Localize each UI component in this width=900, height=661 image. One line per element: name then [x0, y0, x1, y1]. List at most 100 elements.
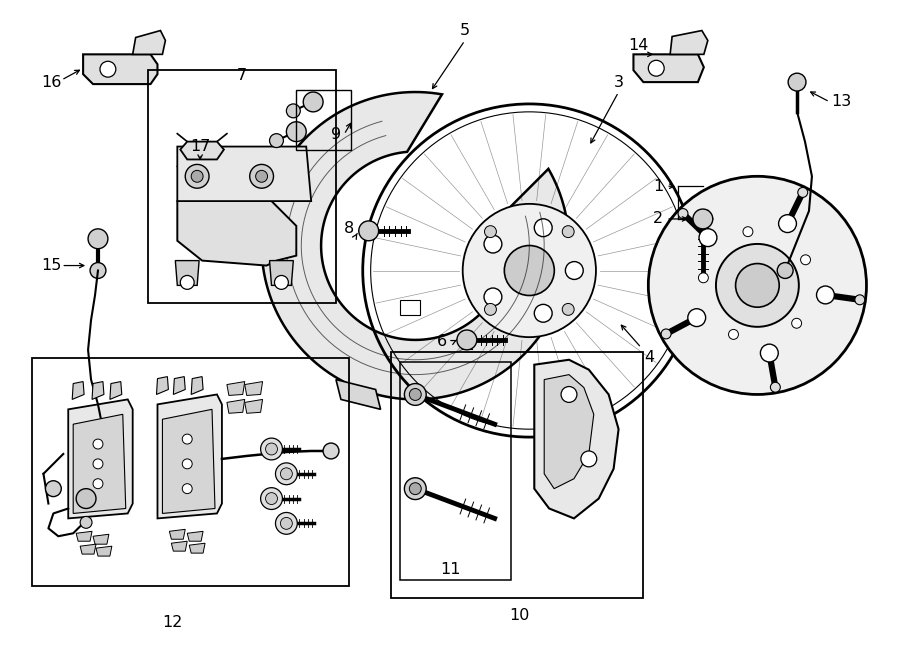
Circle shape	[183, 459, 193, 469]
Circle shape	[792, 319, 802, 329]
Circle shape	[801, 255, 811, 265]
Circle shape	[185, 165, 209, 188]
Circle shape	[735, 264, 779, 307]
Circle shape	[580, 451, 597, 467]
Circle shape	[504, 245, 554, 295]
Polygon shape	[269, 260, 293, 286]
Circle shape	[266, 443, 277, 455]
Circle shape	[535, 219, 553, 237]
Circle shape	[693, 209, 713, 229]
Text: 6: 6	[437, 334, 447, 350]
Circle shape	[410, 483, 421, 494]
Polygon shape	[262, 92, 569, 399]
Text: 2: 2	[653, 212, 663, 227]
Circle shape	[648, 176, 867, 395]
Polygon shape	[174, 377, 185, 395]
Circle shape	[88, 229, 108, 249]
Polygon shape	[191, 377, 203, 395]
Circle shape	[303, 92, 323, 112]
Circle shape	[261, 438, 283, 460]
Bar	[32, 358, 349, 586]
Circle shape	[323, 443, 339, 459]
Circle shape	[93, 459, 103, 469]
Circle shape	[816, 286, 834, 304]
Circle shape	[93, 479, 103, 488]
Text: 3: 3	[614, 75, 624, 90]
Text: 13: 13	[832, 95, 851, 110]
Circle shape	[561, 387, 577, 403]
Circle shape	[281, 518, 292, 529]
Text: 5: 5	[460, 23, 470, 38]
Polygon shape	[189, 543, 205, 553]
Circle shape	[716, 244, 799, 327]
Polygon shape	[177, 191, 296, 266]
Circle shape	[678, 209, 688, 219]
Polygon shape	[80, 544, 96, 554]
Text: 17: 17	[190, 139, 211, 154]
Circle shape	[183, 434, 193, 444]
Polygon shape	[634, 54, 704, 82]
Circle shape	[565, 262, 583, 280]
Bar	[400, 362, 511, 580]
Circle shape	[484, 235, 502, 253]
Circle shape	[80, 516, 92, 528]
Polygon shape	[169, 529, 185, 539]
Circle shape	[699, 229, 717, 247]
Circle shape	[778, 262, 793, 278]
Polygon shape	[400, 300, 420, 315]
Circle shape	[404, 478, 427, 500]
Text: 4: 4	[644, 350, 654, 366]
Text: 10: 10	[509, 608, 529, 623]
Circle shape	[249, 165, 274, 188]
Circle shape	[275, 512, 297, 534]
Circle shape	[535, 304, 553, 322]
Circle shape	[269, 134, 284, 147]
Circle shape	[457, 330, 477, 350]
Polygon shape	[544, 375, 594, 488]
Text: 15: 15	[41, 258, 61, 273]
Circle shape	[274, 276, 288, 290]
Text: 9: 9	[331, 127, 341, 142]
Circle shape	[662, 329, 671, 339]
Polygon shape	[76, 531, 92, 541]
Polygon shape	[187, 531, 203, 541]
Polygon shape	[227, 399, 245, 413]
Circle shape	[410, 389, 421, 401]
Text: 16: 16	[41, 75, 61, 90]
Circle shape	[562, 225, 574, 237]
Polygon shape	[158, 395, 222, 518]
Text: 7: 7	[237, 67, 247, 83]
Circle shape	[93, 439, 103, 449]
Polygon shape	[93, 534, 109, 544]
Polygon shape	[227, 381, 245, 395]
Circle shape	[797, 188, 807, 198]
Circle shape	[281, 468, 292, 480]
Polygon shape	[68, 399, 132, 518]
Circle shape	[76, 488, 96, 508]
Polygon shape	[176, 260, 199, 286]
Polygon shape	[83, 54, 158, 84]
Polygon shape	[92, 381, 104, 399]
Circle shape	[484, 225, 497, 237]
Circle shape	[698, 273, 708, 283]
Circle shape	[191, 171, 203, 182]
Circle shape	[778, 215, 796, 233]
Text: 1: 1	[653, 178, 663, 194]
Polygon shape	[162, 409, 215, 514]
Circle shape	[743, 227, 753, 237]
Polygon shape	[171, 541, 187, 551]
Circle shape	[256, 171, 267, 182]
Polygon shape	[670, 30, 707, 54]
Circle shape	[266, 492, 277, 504]
Circle shape	[286, 122, 306, 141]
Circle shape	[100, 61, 116, 77]
Polygon shape	[180, 141, 224, 159]
Circle shape	[404, 383, 427, 405]
Circle shape	[180, 276, 194, 290]
Circle shape	[484, 288, 502, 306]
Circle shape	[286, 104, 301, 118]
Circle shape	[648, 60, 664, 76]
Circle shape	[770, 382, 780, 392]
Circle shape	[45, 481, 61, 496]
Polygon shape	[336, 379, 381, 409]
